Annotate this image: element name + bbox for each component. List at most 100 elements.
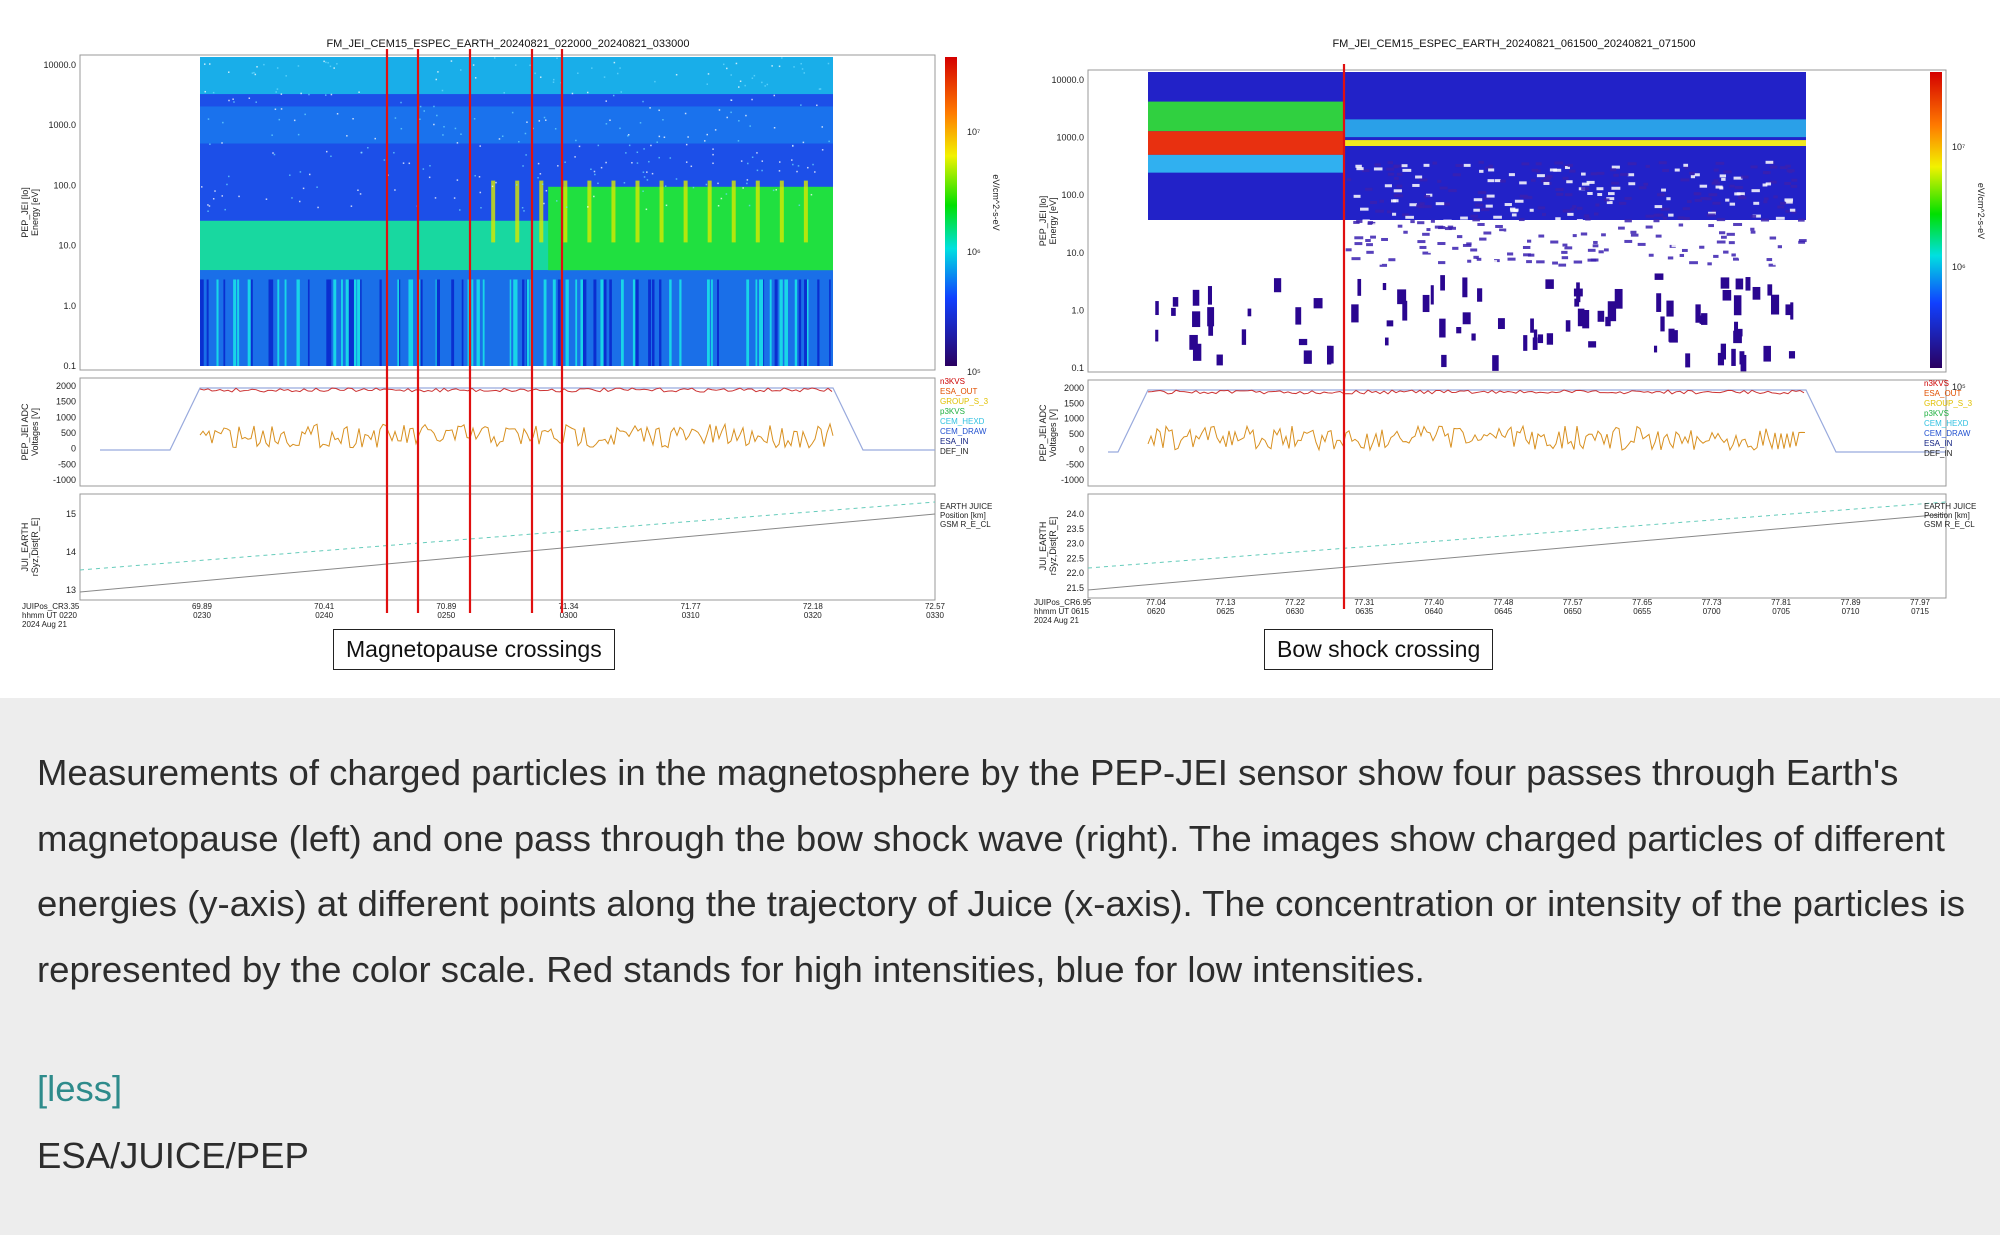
spectrogram-cell — [1365, 187, 1373, 191]
spectrogram-speckle — [800, 104, 802, 106]
spectrogram-speckle — [597, 182, 599, 185]
spectrogram-speckle — [204, 90, 206, 93]
spectrogram-cell — [1555, 188, 1564, 192]
spectrogram-cell — [1620, 172, 1629, 176]
spectrogram-solar-wind-peak — [1148, 131, 1344, 155]
spectrogram-stripe — [804, 279, 808, 366]
spectrogram-cell — [1576, 219, 1583, 223]
spectrogram-cell — [1581, 187, 1590, 191]
spectrogram-cell — [1393, 199, 1399, 203]
spectrogram-speckle — [738, 86, 740, 88]
spectrogram-speckle — [720, 197, 723, 200]
spectrogram-cell — [1626, 222, 1632, 226]
spectrogram-cell — [1504, 203, 1512, 207]
spectrogram-cell — [1543, 181, 1550, 185]
spectrogram-cell — [1241, 329, 1247, 345]
x-tick-value: 69.89 — [192, 602, 213, 611]
spectrogram-cell — [1611, 181, 1620, 185]
spectrogram-speckle — [518, 140, 520, 143]
spectrogram-stripe — [269, 279, 274, 366]
spectrogram-speckle — [474, 174, 476, 177]
spectrogram-speckle — [739, 80, 742, 83]
spectrogram-cell — [1750, 230, 1756, 234]
adc-axis-label: Voltages [V] — [1048, 409, 1058, 457]
spectrogram-speckle — [625, 152, 627, 154]
spectrogram-speckle — [454, 127, 457, 130]
spectrogram-cell — [1477, 222, 1485, 226]
spectrogram-cell — [1354, 242, 1363, 246]
spectrogram-cell — [1719, 174, 1727, 178]
spectrogram-speckle — [275, 91, 277, 93]
spectrogram-speckle — [394, 117, 397, 119]
spectrogram-cell — [1514, 199, 1524, 203]
adc-tick-label: 2000 — [56, 381, 76, 391]
spectrogram-speckle — [687, 136, 689, 138]
spectrogram-cell — [1410, 220, 1415, 224]
spectrogram-speckle — [393, 151, 395, 154]
spectrogram-cell — [1362, 169, 1370, 173]
spectrogram-cell — [1753, 201, 1760, 205]
spectrogram-speckle — [539, 173, 542, 175]
spectrogram-speckle — [575, 139, 577, 142]
spectrogram-cell — [1537, 334, 1544, 344]
spectrogram-speckle — [642, 171, 645, 173]
spectrogram-speckle — [514, 64, 517, 66]
spectrogram-cell — [1590, 258, 1599, 262]
spectrogram-cell — [1356, 167, 1364, 171]
spectrogram-cell — [1535, 162, 1542, 166]
spectrogram-speckle — [816, 104, 818, 107]
spectrogram-speckle — [224, 208, 226, 211]
spectrogram-cell — [1685, 353, 1691, 368]
spectrogram-cell — [1456, 327, 1462, 334]
less-link[interactable]: [less] — [37, 1068, 123, 1109]
spectrogram-cell — [1689, 171, 1695, 175]
spectrogram-cell — [1445, 260, 1454, 264]
spectrogram-cell — [1587, 191, 1593, 195]
spectrogram-cell — [1351, 257, 1361, 261]
spectrogram-cell — [1386, 167, 1395, 171]
spectrogram-burst — [563, 180, 568, 243]
spectrogram-cell — [1694, 192, 1702, 196]
spectrogram-cell — [1694, 173, 1700, 177]
spectrogram-cell — [1624, 219, 1632, 223]
spectrogram-cell — [1707, 262, 1712, 266]
y-tick-label: 10000.0 — [43, 60, 76, 70]
spectrogram-speckle — [645, 208, 648, 211]
spectrogram-speckle — [685, 143, 688, 146]
spectrogram-speckle — [603, 76, 606, 78]
spectrogram-cell — [1462, 312, 1471, 325]
spectrogram-speckle — [751, 77, 754, 79]
spectrogram-speckle — [726, 67, 728, 70]
spectrogram-cell — [1604, 198, 1610, 202]
spectrogram-cell — [1630, 230, 1637, 234]
spectrogram-cell — [1797, 218, 1805, 222]
spectrogram-speckle — [493, 57, 496, 59]
spectrogram-cell — [1544, 176, 1551, 180]
spectrogram-speckle — [529, 64, 531, 67]
spectrogram-cell — [1379, 199, 1385, 203]
spectrogram-speckle — [552, 78, 555, 81]
spectrogram-cell — [1766, 258, 1773, 262]
spectrogram-speckle — [521, 206, 524, 209]
y-tick-label: 10.0 — [58, 241, 76, 251]
spectrogram-cell — [1643, 182, 1649, 186]
spectrogram-cell — [1681, 248, 1688, 252]
spectrogram-speckle — [330, 155, 332, 158]
spectrogram-stripe — [635, 279, 639, 366]
spectrogram-cell — [1660, 207, 1670, 211]
spectrogram-speckle — [459, 69, 462, 71]
x-tick-value: 72.18 — [803, 602, 824, 611]
spectrogram-cell — [1529, 246, 1538, 250]
position-trace — [79, 513, 936, 593]
spectrogram-cell — [1667, 256, 1674, 260]
spectrogram-cell — [1541, 212, 1547, 216]
spectrogram-speckle — [278, 118, 281, 121]
spectrogram-cell — [1785, 259, 1792, 263]
spectrogram-cell — [1764, 171, 1769, 175]
spectrogram-speckle — [619, 127, 621, 130]
spectrogram-speckle — [669, 157, 672, 159]
spectrogram-cell — [1618, 226, 1625, 230]
spectrogram-speckle — [324, 94, 327, 96]
spectrogram-speckle — [329, 65, 332, 68]
spectrogram-speckle — [228, 71, 230, 73]
